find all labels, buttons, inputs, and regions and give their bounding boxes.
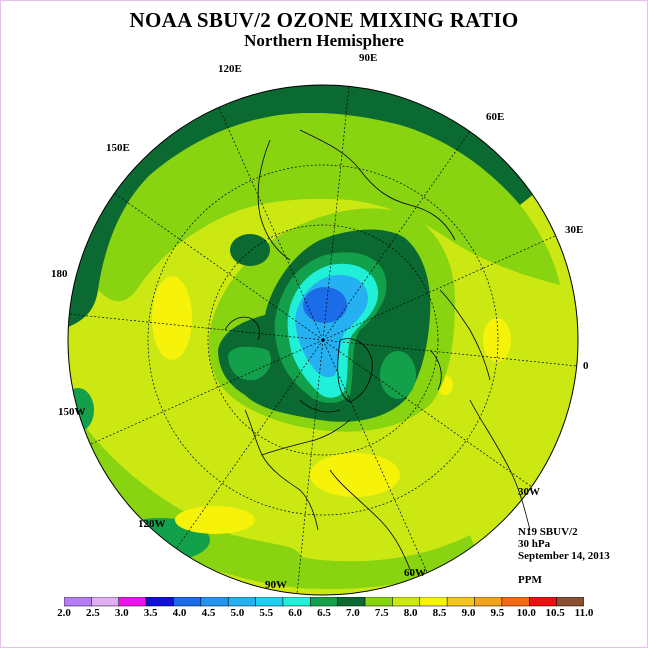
lon-label-90e: 90E xyxy=(359,52,378,64)
colorbar-tick-label: 10.5 xyxy=(545,607,565,619)
map-title: NOAA SBUV/2 OZONE MIXING RATIO xyxy=(129,8,519,32)
colorbar-tick-label: 8.5 xyxy=(432,607,447,619)
colorbar-tick-label: 3.0 xyxy=(114,607,129,619)
coastline-europe xyxy=(429,289,491,391)
lon-label-0: 0 xyxy=(583,360,589,372)
colorbar-tick-label: 5.5 xyxy=(259,607,274,619)
meridian-0 xyxy=(322,339,578,367)
contour-mid-green-core xyxy=(228,346,272,381)
colorbar-tick-label: 5.0 xyxy=(230,607,245,619)
colorbar-swatch xyxy=(501,597,530,607)
coastline-asia xyxy=(257,129,456,261)
colorbar-tick-label: 2.5 xyxy=(86,607,100,619)
coastline-alaska xyxy=(224,316,260,341)
colorbar xyxy=(64,597,584,607)
units-label: PPM xyxy=(518,574,542,586)
colorbar-tick-label: 3.5 xyxy=(143,607,158,619)
colorbar-tick-label: 6.5 xyxy=(317,607,331,619)
colorbar-tick-label: 11.0 xyxy=(574,607,594,619)
colorbar-swatch xyxy=(364,597,393,607)
colorbar-swatch xyxy=(118,597,147,607)
lon-label-60w: 60W xyxy=(404,567,426,579)
latitude-circle-30n xyxy=(147,164,499,516)
lon-label-180: 180 xyxy=(51,268,68,280)
meridian-180 xyxy=(68,313,324,341)
meridians xyxy=(68,85,578,595)
colorbar-tick-label: 9.0 xyxy=(461,607,476,619)
contour-yellow-bottom xyxy=(175,506,255,534)
contour-dark-green-outer xyxy=(68,85,545,330)
meridian-120w xyxy=(175,339,324,550)
lon-label-30w: 30W xyxy=(518,486,540,498)
colorbar-tick-label: 9.5 xyxy=(490,607,505,619)
lon-label-30e: 30E xyxy=(565,224,584,236)
latitude-circles xyxy=(147,164,499,516)
colorbar-tick-label: 10.0 xyxy=(516,607,536,619)
colorbar-swatch xyxy=(446,597,475,607)
contour-mid-green-right xyxy=(380,351,416,399)
lon-label-120e: 120E xyxy=(218,63,242,75)
date-label: September 14, 2013 xyxy=(518,550,610,562)
coastlines xyxy=(224,129,531,576)
colorbar-swatch xyxy=(173,597,202,607)
lon-label-150e: 150E xyxy=(106,142,130,154)
colorbar-swatch xyxy=(227,597,256,607)
colorbar-swatch xyxy=(145,597,174,607)
coastline-south-america xyxy=(329,469,413,576)
lon-label-120w: 120W xyxy=(138,518,166,530)
lon-label-90w: 90W xyxy=(265,579,287,591)
colorbar-swatch xyxy=(556,597,584,607)
level-label: 30 hPa xyxy=(518,538,551,550)
colorbar-tick-label: 2.0 xyxy=(57,607,71,619)
colorbar-swatch xyxy=(419,597,448,607)
contour-yellow-left xyxy=(152,276,192,360)
meridian-150e xyxy=(113,192,324,341)
coastline-north-america xyxy=(244,399,351,531)
map-boundary xyxy=(67,84,579,596)
colorbar-tick-label: 4.5 xyxy=(201,607,216,619)
colorbar-tick-label: 6.0 xyxy=(288,607,302,619)
contour-yellow-lower xyxy=(310,453,400,497)
colorbar-tick-label: 8.0 xyxy=(403,607,418,619)
colorbar-swatch xyxy=(255,597,284,607)
lon-label-150w: 150W xyxy=(58,406,86,418)
contour-light-green-outer xyxy=(98,113,560,302)
colorbar-swatch xyxy=(64,597,92,607)
colorbar-swatch xyxy=(282,597,311,607)
instrument-label: N19 SBUV/2 xyxy=(518,526,578,538)
colorbar-tick-label: 7.5 xyxy=(374,607,389,619)
colorbar-swatch xyxy=(529,597,557,607)
meridian-90w xyxy=(296,339,324,595)
coastline-africa xyxy=(469,399,531,531)
colorbar-tick-label: 7.0 xyxy=(346,607,360,619)
latitude-circle-60n xyxy=(207,224,439,456)
colorbar-swatch xyxy=(91,597,119,607)
colorbar-swatch xyxy=(474,597,503,607)
meridian-90e xyxy=(322,85,350,341)
contour-dark-green-spot xyxy=(230,234,270,266)
coastline-greenland xyxy=(337,338,373,403)
lon-label-60e: 60E xyxy=(486,111,505,123)
contour-blue xyxy=(303,287,347,323)
meridian-30w xyxy=(322,339,533,488)
colorbar-swatch xyxy=(200,597,229,607)
colorbar-swatch xyxy=(392,597,421,607)
colorbar-tick-label: 4.0 xyxy=(172,607,187,619)
colorbar-swatch xyxy=(310,597,338,607)
colorbar-swatch xyxy=(337,597,366,607)
map-subtitle: Northern Hemisphere xyxy=(244,31,404,50)
contour-yellow-right xyxy=(483,318,511,362)
meridian-60e xyxy=(322,130,471,341)
